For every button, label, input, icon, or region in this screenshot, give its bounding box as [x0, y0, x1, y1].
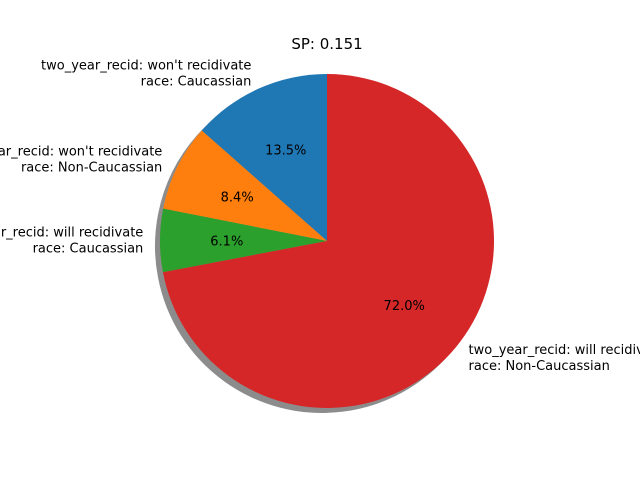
slice-label-line: race: Non-Caucassian [469, 359, 610, 374]
slice-percent-1: 13.5% [265, 144, 306, 159]
slice-percent-3: 6.1% [210, 235, 243, 250]
pie-slice-2 [163, 130, 327, 241]
slice-label-line: two_year_recid: will recidivate [0, 225, 143, 240]
slice-percent-2: 8.4% [221, 191, 254, 206]
slice-label-1: two_year_recid: won't recidivate race: Ca… [41, 59, 251, 90]
slice-label-line: two_year_recid: won't recidivate [41, 59, 251, 74]
slice-label-line: race: Caucassian [141, 75, 252, 90]
slice-percent-4: 72.0% [384, 299, 425, 314]
pie-slice-1 [201, 74, 327, 241]
slice-label-line: two_year_recid: will recidivate [469, 343, 640, 358]
chart-title: SP: 0.151 [291, 35, 362, 53]
slice-label-line: race: Non-Caucassian [21, 161, 162, 176]
pie-labels: two_year_recid: won't recidivate race: Ca… [0, 59, 640, 375]
pie-slice-3 [160, 208, 327, 273]
pie-slice-4 [162, 74, 495, 408]
slice-label-line: race: Caucassian [33, 241, 144, 256]
slice-label-line: two_year_recid: won't recidivate [0, 145, 162, 160]
pie-slices [160, 74, 495, 408]
